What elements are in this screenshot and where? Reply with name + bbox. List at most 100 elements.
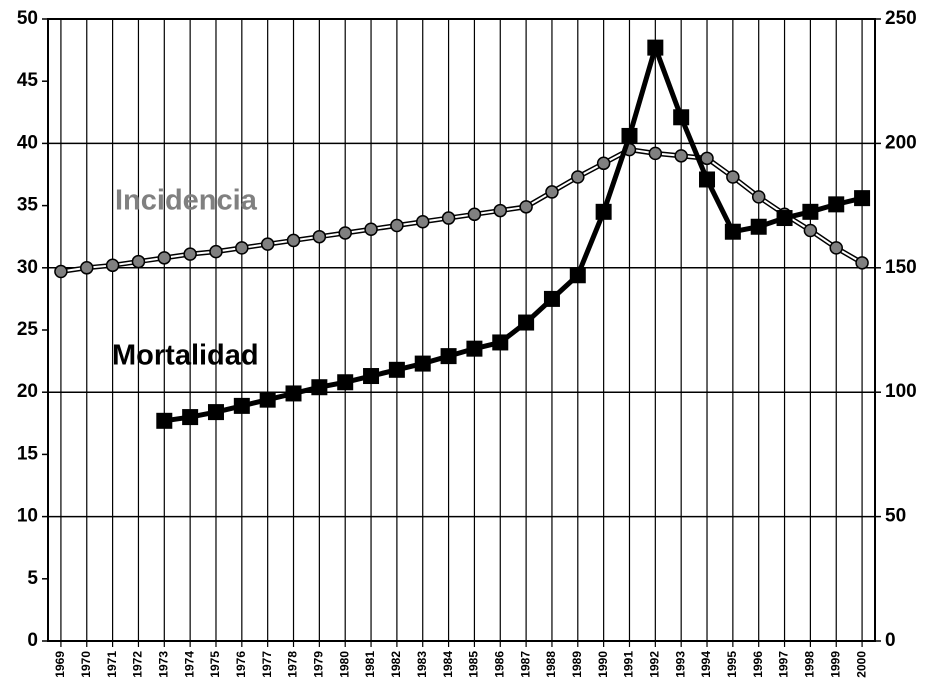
point (647, 39, 664, 56)
point (724, 223, 741, 240)
x-tick-label: 1973 (156, 651, 170, 678)
point (673, 109, 690, 126)
y-tick-label: 0 (27, 630, 38, 651)
y2-tick-label: 50 (885, 506, 906, 527)
point (545, 185, 559, 199)
point (596, 156, 611, 171)
x-tick-label: 1980 (337, 651, 351, 678)
point (828, 196, 845, 213)
point (131, 254, 146, 269)
x-tick-label: 1972 (131, 651, 145, 678)
y2-tick-label: 250 (885, 8, 917, 29)
x-tick-label: 1984 (441, 651, 455, 678)
point (80, 261, 94, 275)
line (163, 39, 863, 424)
point (466, 340, 483, 357)
point (803, 223, 818, 238)
x-tick-label: 1993 (673, 651, 687, 678)
x-tick-label: 1974 (182, 651, 196, 678)
point (414, 355, 431, 372)
x-tick-label: 1996 (751, 651, 765, 678)
point (467, 207, 482, 222)
point (390, 218, 404, 233)
point (209, 244, 223, 259)
y2-tick-label: 100 (885, 381, 917, 402)
y-tick-label: 45 (17, 70, 39, 91)
point (621, 127, 638, 144)
x-tick-label: 1999 (828, 651, 842, 678)
y-tick-label: 25 (17, 319, 39, 340)
y-tick-label: 35 (17, 195, 39, 216)
point (571, 170, 585, 184)
point (726, 170, 740, 184)
y2-tick-label: 150 (885, 257, 917, 278)
point (751, 190, 766, 204)
y2-tick-label: 0 (885, 630, 896, 651)
point (207, 404, 224, 421)
point (415, 215, 430, 229)
x-tick-label: 1978 (286, 651, 300, 678)
x-tick-label: 1986 (492, 651, 506, 678)
x-tick-label: 1983 (415, 651, 429, 678)
y-tick-label: 10 (17, 506, 38, 527)
point (750, 218, 767, 235)
point (285, 385, 302, 402)
y-tick-label: 15 (17, 443, 39, 464)
point (364, 222, 378, 236)
point (363, 368, 380, 385)
point (518, 314, 535, 331)
point (492, 334, 509, 351)
point (441, 211, 456, 225)
point (388, 361, 405, 378)
point (699, 171, 716, 188)
x-tick-label: 2000 (854, 651, 868, 678)
point (776, 210, 793, 227)
x-tick-label: 1971 (105, 651, 119, 678)
plot-frame (47, 18, 876, 642)
point (157, 251, 172, 265)
x-tick-label: 1997 (777, 651, 791, 678)
series-label: Incidencia (115, 185, 258, 217)
point (854, 190, 871, 207)
point (338, 226, 352, 240)
y-tick-label: 30 (17, 257, 38, 278)
y-tick-label: 5 (27, 568, 38, 589)
point (674, 149, 688, 163)
point (855, 256, 869, 270)
point (337, 374, 354, 391)
point (105, 258, 120, 273)
point (700, 151, 714, 166)
x-tick-label: 1994 (699, 651, 713, 678)
x-tick-label: 1982 (389, 651, 403, 678)
point (312, 229, 327, 244)
x-tick-label: 1976 (234, 651, 248, 678)
x-tick-label: 1998 (803, 651, 817, 678)
x-tick-label: 1995 (725, 651, 739, 678)
point (648, 146, 663, 161)
y-tick-label: 40 (17, 132, 38, 153)
y2-tick-label: 200 (885, 132, 917, 153)
point (440, 348, 457, 365)
point (233, 397, 250, 414)
point (182, 409, 199, 426)
point (519, 200, 533, 214)
point (595, 203, 612, 220)
x-tick-label: 1990 (596, 651, 610, 678)
x-tick-label: 1979 (312, 651, 326, 678)
series-label: Mortalidad (112, 340, 259, 372)
point (183, 247, 197, 261)
x-tick-label: 1989 (570, 651, 584, 678)
x-tick-label: 1981 (363, 651, 377, 678)
point (543, 290, 560, 307)
point (802, 203, 819, 220)
y-tick-label: 50 (17, 8, 38, 29)
x-tick-label: 1987 (518, 651, 532, 678)
x-tick-label: 1991 (622, 651, 636, 678)
y-tick-label: 20 (17, 381, 38, 402)
x-tick-label: 1969 (53, 651, 67, 678)
x-tick-label: 1977 (260, 651, 274, 678)
x-tick-label: 1970 (79, 651, 93, 678)
point (156, 412, 173, 429)
point (493, 203, 508, 218)
